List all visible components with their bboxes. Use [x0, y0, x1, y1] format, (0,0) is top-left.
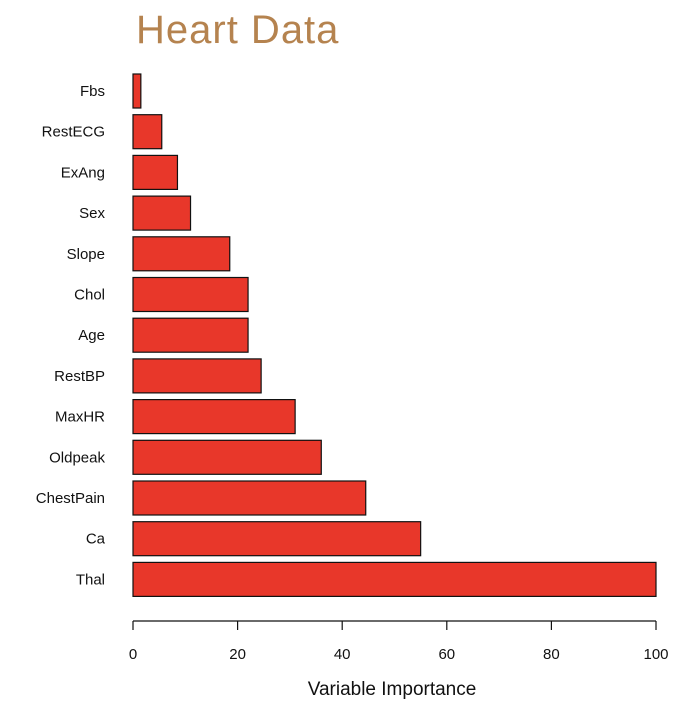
bar-slope — [132, 236, 231, 272]
chart-title: Heart Data — [136, 8, 340, 52]
bars-group — [132, 73, 657, 598]
x-tick-label-60: 60 — [438, 646, 455, 663]
category-label-chol: Chol — [74, 287, 105, 304]
category-label-ca: Ca — [86, 531, 106, 548]
bar-chestpain — [132, 480, 367, 516]
bar-sex — [132, 195, 192, 231]
x-tick-label-40: 40 — [334, 646, 351, 663]
bar-oldpeak — [132, 439, 322, 475]
x-axis-title: Variable Importance — [308, 679, 477, 700]
x-tick-label-80: 80 — [543, 646, 560, 663]
category-label-maxhr: MaxHR — [55, 409, 105, 426]
category-label-age: Age — [78, 327, 105, 344]
bar-ca — [132, 521, 422, 557]
bar-restbp — [132, 358, 262, 394]
bar-exang — [132, 154, 179, 190]
category-label-restbp: RestBP — [54, 368, 105, 385]
category-label-slope: Slope — [67, 246, 105, 263]
category-labels: Fbs RestECG ExAng Sex Slope Chol Age RestBP MaxH… — [36, 83, 106, 588]
category-label-thal: Thal — [76, 571, 105, 588]
category-label-exang: ExAng — [61, 164, 105, 181]
x-tick-label-20: 20 — [229, 646, 246, 663]
category-label-oldpeak: Oldpeak — [49, 449, 105, 466]
x-tick-label-100: 100 — [643, 646, 668, 663]
category-label-chestpain: ChestPain — [36, 490, 105, 507]
bar-thal — [132, 561, 657, 598]
bar-maxhr — [132, 399, 296, 435]
bar-fbs — [132, 73, 142, 109]
category-label-sex: Sex — [79, 205, 105, 222]
category-label-restecg: RestECG — [42, 124, 105, 141]
bar-restecg — [132, 114, 163, 150]
category-label-fbs: Fbs — [80, 83, 105, 100]
bar-chol — [132, 276, 249, 313]
x-axis: 0 20 40 60 80 100 — [129, 620, 669, 663]
bar-age — [132, 317, 249, 353]
x-tick-label-0: 0 — [129, 646, 137, 663]
